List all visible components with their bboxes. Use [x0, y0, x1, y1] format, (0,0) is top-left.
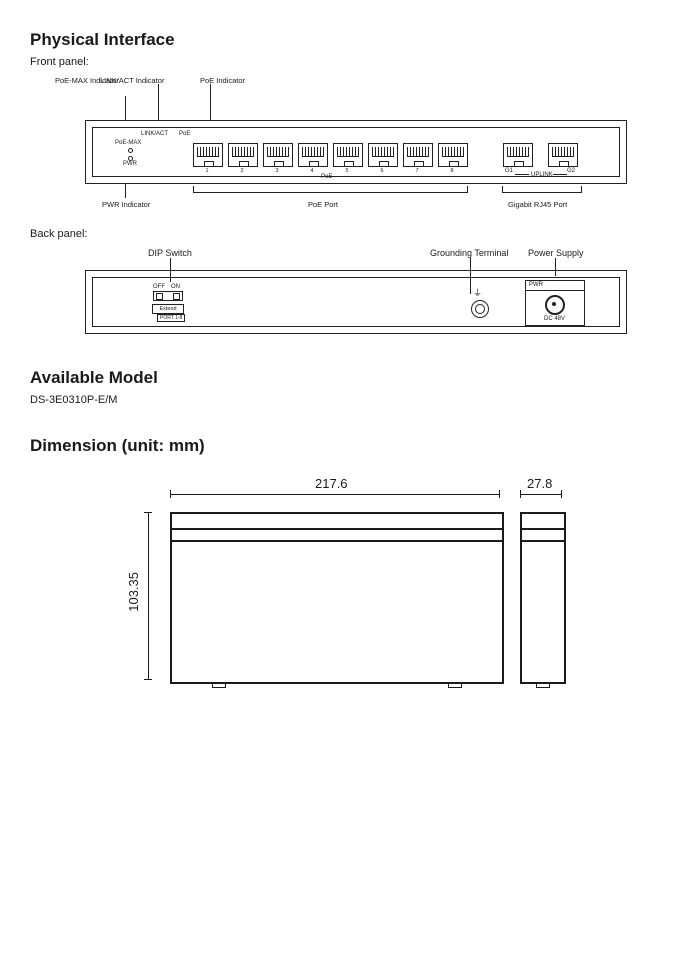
back-panel-diagram: DIP Switch Grounding Terminal Power Supp…	[30, 248, 650, 348]
dimension-front-view	[170, 512, 504, 684]
heading-dimension: Dimension (unit: mm)	[30, 436, 662, 456]
silkscreen-pwr: PWR	[123, 161, 137, 167]
silkscreen-port18: PORT 1-8	[157, 314, 185, 322]
dimension-side-view	[520, 512, 566, 684]
callout-poe-port: PoE Port	[308, 200, 338, 209]
port-number-7: 7	[403, 168, 431, 174]
silkscreen-poe-group: PoE	[321, 174, 332, 180]
label-back-panel: Back panel:	[30, 228, 662, 240]
model-number: DS-3E0310P-E/M	[30, 394, 662, 406]
silkscreen-extend: Extend	[152, 304, 184, 314]
callout-gigabit-port: Gigabit RJ45 Port	[508, 200, 567, 209]
dimension-diagram: 217.6 27.8 103.35	[30, 462, 650, 722]
silkscreen-poe: PoE	[179, 131, 190, 137]
port-number-5: 5	[333, 168, 361, 174]
port-number-8: 8	[438, 168, 466, 174]
dim-depth: 27.8	[527, 476, 552, 491]
dc-jack-icon	[545, 295, 565, 315]
silkscreen-on: ON	[171, 284, 180, 290]
port-number-3: 3	[263, 168, 291, 174]
silkscreen-off: OFF	[153, 284, 165, 290]
silkscreen-poe-max: PoE-MAX	[115, 140, 141, 146]
port-number-6: 6	[368, 168, 396, 174]
callout-dip-switch: DIP Switch	[148, 248, 192, 258]
silkscreen-dc48v: DC 48V	[544, 316, 565, 322]
silkscreen-g1: G1	[505, 168, 513, 174]
dim-width: 217.6	[315, 476, 348, 491]
heading-physical-interface: Physical Interface	[30, 30, 662, 50]
callout-power-supply: Power Supply	[528, 248, 584, 258]
silkscreen-uplink: UPLINK	[531, 172, 553, 178]
callout-grounding: Grounding Terminal	[430, 248, 508, 258]
callout-poe-max-indicator: PoE-MAX Indicator	[55, 76, 119, 85]
dim-height: 103.35	[126, 572, 141, 612]
label-front-panel: Front panel:	[30, 56, 662, 68]
port-number-2: 2	[228, 168, 256, 174]
callout-pwr-indicator: PWR Indicator	[102, 200, 150, 209]
front-panel-diagram: LINK/ACT Indicator PoE Indicator PoE-MAX…	[30, 76, 650, 216]
port-number-1: 1	[193, 168, 221, 174]
silkscreen-g2: G2	[567, 168, 575, 174]
silkscreen-link-act: LINK/ACT	[141, 131, 168, 137]
callout-poe-indicator: PoE Indicator	[200, 76, 245, 85]
silkscreen-pwr-back: PWR	[529, 282, 543, 288]
heading-available-model: Available Model	[30, 368, 662, 388]
